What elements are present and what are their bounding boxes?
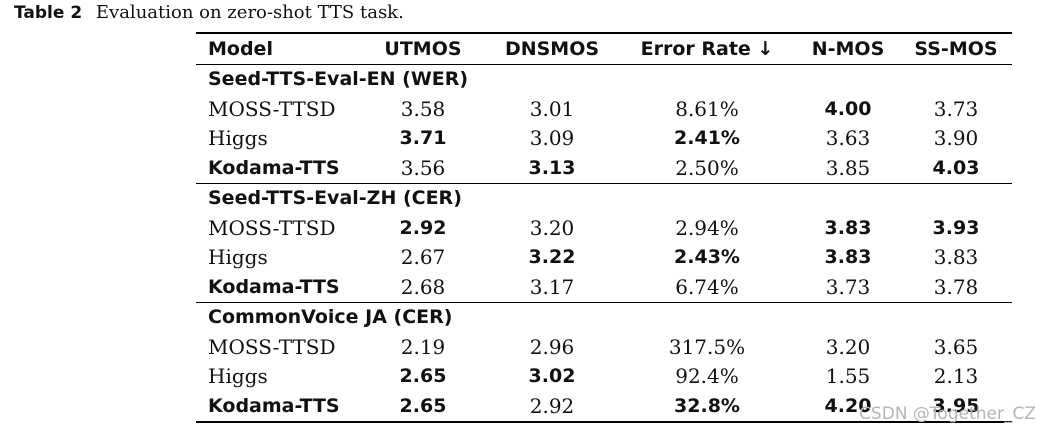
- cell-nmos: 1.55: [825, 364, 871, 389]
- cell-utmos: 3.58: [400, 96, 446, 121]
- cell-error-rate: 92.4%: [675, 364, 739, 389]
- cell-dnsmos: 3.01: [529, 96, 575, 121]
- cell-utmos: 2.92: [399, 216, 447, 239]
- table-row: Kodama-TTS 2.65 2.92 32.8% 4.20 3.95: [196, 391, 1012, 421]
- group-divider: [196, 301, 1012, 303]
- cell-dnsmos: 3.09: [529, 126, 575, 151]
- cell-dnsmos: 3.02: [528, 365, 576, 388]
- cell-ssmos: 3.73: [933, 96, 979, 121]
- cell-model: Higgs: [208, 126, 268, 151]
- cell-nmos: 3.73: [825, 274, 871, 299]
- cell-utmos: 3.56: [400, 155, 446, 180]
- cell-ssmos: 3.90: [933, 126, 979, 151]
- cell-ssmos: 3.93: [932, 216, 980, 239]
- table-row: MOSS-TTSD 3.58 3.01 8.61% 4.00 3.73: [196, 94, 1012, 124]
- cell-utmos: 3.71: [399, 127, 447, 150]
- cell-error-rate: 2.94%: [675, 215, 739, 240]
- cell-model: Kodama-TTS: [208, 275, 340, 298]
- group-title: CommonVoice JA (CER): [208, 306, 453, 329]
- table-row: MOSS-TTSD 2.19 2.96 317.5% 3.20 3.65: [196, 332, 1012, 362]
- table-row: MOSS-TTSD 2.92 3.20 2.94% 3.83 3.93: [196, 213, 1012, 243]
- cell-nmos: 4.20: [824, 394, 872, 417]
- header-ssmos: SS-MOS: [914, 37, 998, 60]
- cell-model: Kodama-TTS: [208, 394, 340, 417]
- cell-utmos: 2.65: [399, 394, 447, 417]
- header-model: Model: [208, 37, 273, 60]
- group-divider: [196, 182, 1012, 184]
- bottom-rule: [196, 420, 1012, 423]
- cell-model: Kodama-TTS: [208, 156, 340, 179]
- group-title: Seed-TTS-Eval-ZH (CER): [208, 187, 462, 210]
- table-header-row: Model UTMOS DNSMOS Error Rate ↓ N-MOS SS…: [196, 34, 1012, 64]
- cell-model: MOSS-TTSD: [208, 334, 336, 359]
- cell-utmos: 2.65: [399, 365, 447, 388]
- cell-utmos: 2.68: [400, 274, 446, 299]
- table-row: Higgs 2.67 3.22 2.43% 3.83 3.83: [196, 243, 1012, 273]
- cell-nmos: 3.83: [824, 246, 872, 269]
- cell-error-rate: 2.43%: [674, 246, 740, 269]
- cell-error-rate: 2.50%: [675, 155, 739, 180]
- cell-error-rate: 8.61%: [675, 96, 739, 121]
- cell-ssmos: 4.03: [932, 156, 980, 179]
- cell-model: Higgs: [208, 364, 268, 389]
- cell-error-rate: 6.74%: [675, 274, 739, 299]
- cell-dnsmos: 2.96: [529, 334, 575, 359]
- cell-utmos: 2.19: [400, 334, 446, 359]
- group-title-row: CommonVoice JA (CER): [196, 303, 1012, 333]
- table-row: Higgs 3.71 3.09 2.41% 3.63 3.90: [196, 124, 1012, 154]
- cell-error-rate: 2.41%: [674, 127, 740, 150]
- cell-ssmos: 3.83: [933, 245, 979, 270]
- cell-nmos: 3.63: [825, 126, 871, 151]
- cell-dnsmos: 3.17: [529, 274, 575, 299]
- cell-nmos: 3.20: [825, 334, 871, 359]
- group-title-row: Seed-TTS-Eval-EN (WER): [196, 65, 1012, 95]
- cell-utmos: 2.67: [400, 245, 446, 270]
- table-caption-text: Evaluation on zero-shot TTS task.: [95, 2, 404, 23]
- results-table: Model UTMOS DNSMOS Error Rate ↓ N-MOS SS…: [196, 32, 1012, 423]
- table-caption-label: Table 2: [14, 3, 83, 23]
- table-row: Higgs 2.65 3.02 92.4% 1.55 2.13: [196, 362, 1012, 392]
- group-title-row: Seed-TTS-Eval-ZH (CER): [196, 184, 1012, 214]
- table-body: Seed-TTS-Eval-EN (WER) MOSS-TTSD 3.58 3.01 8…: [196, 63, 1012, 421]
- top-rule: [196, 32, 1012, 34]
- cell-ssmos: 2.13: [933, 364, 979, 389]
- header-dnsmos: DNSMOS: [504, 37, 600, 60]
- cell-ssmos: 3.95: [932, 394, 980, 417]
- cell-model: Higgs: [208, 245, 268, 270]
- header-utmos: UTMOS: [384, 37, 462, 60]
- cell-ssmos: 3.78: [933, 274, 979, 299]
- table-row: Kodama-TTS 2.68 3.17 6.74% 3.73 3.78: [196, 272, 1012, 302]
- group-divider: [196, 63, 1012, 65]
- cell-nmos: 3.85: [825, 155, 871, 180]
- cell-model: MOSS-TTSD: [208, 96, 336, 121]
- cell-ssmos: 3.65: [933, 334, 979, 359]
- table-caption: Table 2 Evaluation on zero-shot TTS task…: [14, 2, 404, 23]
- watermark: CSDN @Together_CZ: [859, 404, 1036, 424]
- cell-dnsmos: 2.92: [529, 393, 575, 418]
- table-row: Kodama-TTS 3.56 3.13 2.50% 3.85 4.03: [196, 153, 1012, 183]
- cell-dnsmos: 3.22: [528, 246, 576, 269]
- cell-model: MOSS-TTSD: [208, 215, 336, 240]
- cell-dnsmos: 3.13: [528, 156, 576, 179]
- header-nmos: N-MOS: [811, 37, 885, 60]
- cell-error-rate: 317.5%: [668, 334, 746, 359]
- cell-error-rate: 32.8%: [674, 394, 740, 417]
- group-title: Seed-TTS-Eval-EN (WER): [208, 68, 469, 91]
- cell-nmos: 3.83: [824, 216, 872, 239]
- cell-nmos: 4.00: [824, 97, 872, 120]
- cell-dnsmos: 3.20: [529, 215, 575, 240]
- header-error-rate: Error Rate ↓: [640, 37, 774, 60]
